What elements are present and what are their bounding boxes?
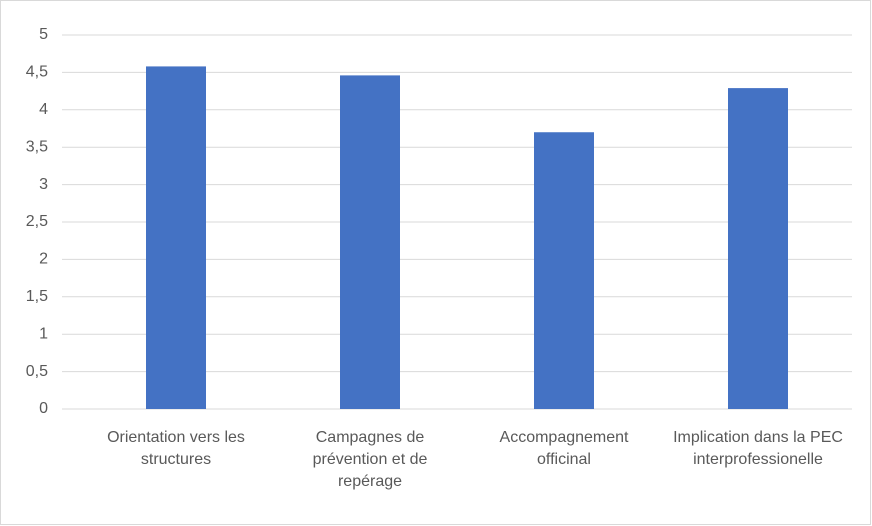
y-tick-label: 4 bbox=[39, 101, 48, 118]
bar bbox=[146, 66, 206, 409]
bar bbox=[728, 88, 788, 409]
y-tick-label: 4,5 bbox=[26, 64, 48, 81]
x-tick-label: Accompagnement officinal bbox=[499, 429, 629, 468]
x-tick-label: Campagnes de prévention et de repérage bbox=[312, 429, 428, 490]
y-tick-label: 2 bbox=[39, 251, 48, 268]
y-tick-label: 5 bbox=[39, 26, 48, 43]
y-tick-label: 3,5 bbox=[26, 138, 48, 155]
y-tick-label: 0,5 bbox=[26, 363, 48, 380]
bar bbox=[340, 75, 400, 409]
x-tick-label: Orientation vers les structures bbox=[107, 429, 245, 468]
y-tick-label: 0 bbox=[39, 400, 48, 417]
y-tick-label: 2,5 bbox=[26, 213, 48, 230]
y-tick-label: 1 bbox=[39, 325, 48, 342]
y-tick-label: 1,5 bbox=[26, 288, 48, 305]
y-tick-label: 3 bbox=[39, 176, 48, 193]
bar bbox=[534, 132, 594, 410]
x-tick-label: Implication dans la PEC interprofessione… bbox=[673, 429, 843, 468]
